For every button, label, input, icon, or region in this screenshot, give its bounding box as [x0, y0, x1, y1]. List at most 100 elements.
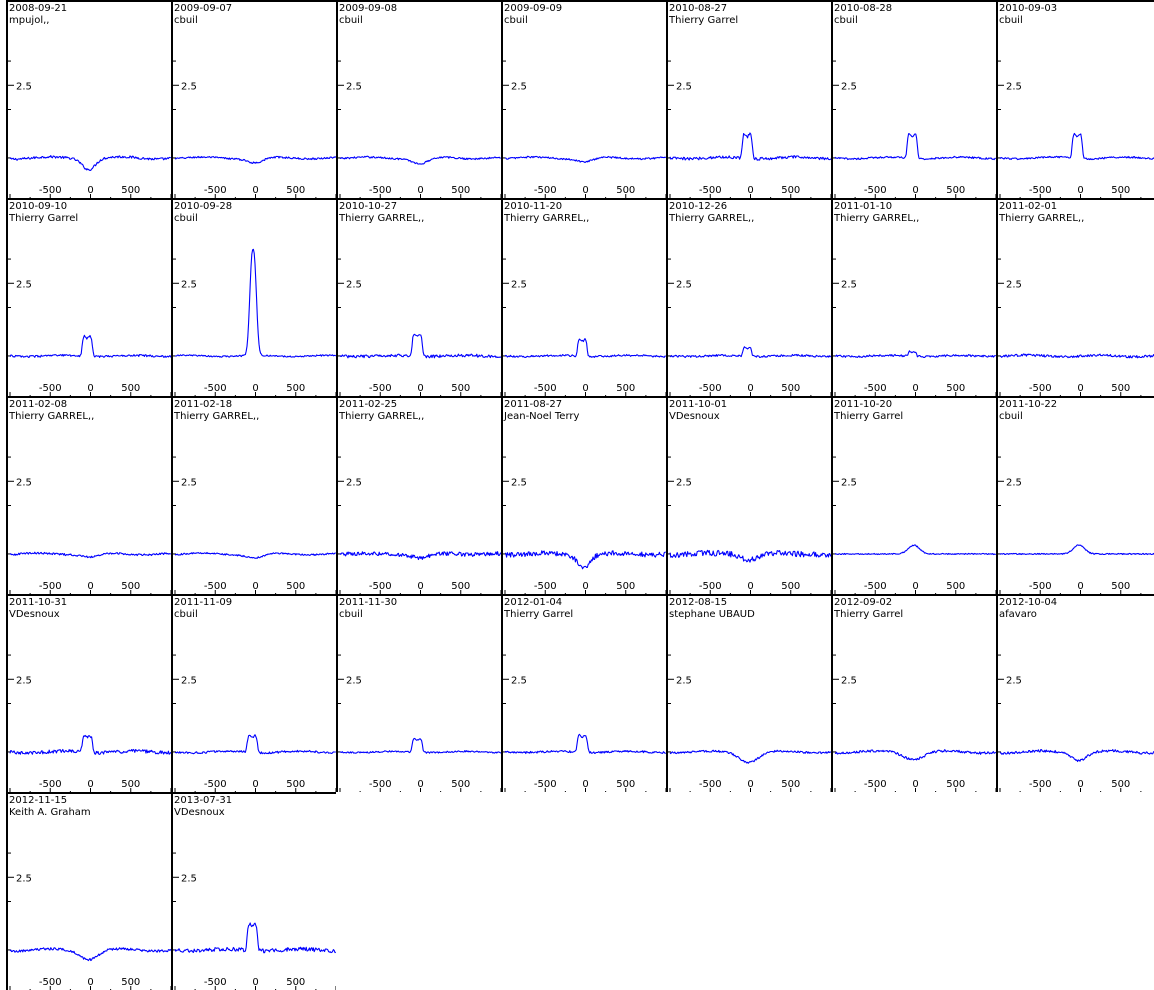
spectrum-panel: 2.5 -500 0 500 2010-09-28 cbuil: [171, 198, 336, 396]
y-tick-label: 2.5: [511, 477, 527, 488]
panel-observer: cbuil: [339, 609, 363, 620]
y-tick-label: 2.5: [181, 279, 197, 290]
x-tick-label: 500: [1111, 779, 1130, 790]
panel-date: 2009-09-09: [504, 3, 563, 14]
x-tick-label: 0: [912, 185, 918, 196]
spectrum-plot: 2.5 -500 0 500: [503, 258, 666, 396]
panel-observer: Thierry Garrel: [834, 411, 904, 422]
x-tick-label: 500: [616, 581, 635, 592]
x-tick-label: -500: [864, 185, 887, 196]
y-tick-label: 2.5: [346, 279, 362, 290]
panel-observer: cbuil: [339, 15, 363, 26]
spectrum-plot: 2.5 -500 0 500: [503, 60, 666, 198]
x-tick-label: 0: [87, 977, 93, 988]
spectrum-line: [174, 155, 336, 164]
panel-observer: Thierry Garrel: [669, 15, 739, 26]
spectrum-line: [834, 544, 996, 556]
panel-date: 2010-11-20: [504, 201, 563, 212]
y-tick-label: 2.5: [181, 873, 197, 884]
y-tick-label: 2.5: [1006, 279, 1022, 290]
spectrum-panel: 2.5 -500 0 500 2011-02-01 Thierry GARREL,,: [996, 198, 1154, 396]
panel-observer: VDesnoux: [9, 609, 60, 620]
x-tick-label: 0: [417, 185, 423, 196]
spectrum-plot: 2.5 -500 0 500: [503, 456, 666, 594]
spectrum-plot: 2.5 -500 0 500: [8, 852, 171, 990]
spectrum-line: [9, 551, 171, 559]
spectrum-plot: 2.5 -500 0 500: [8, 60, 171, 198]
panel-observer: Thierry Garrel: [504, 609, 574, 620]
spectrum-line: [834, 350, 996, 359]
spectrum-plot: 2.5 -500 0 500: [833, 654, 996, 792]
spectrum-plot: 2.5 -500 0 500: [173, 654, 336, 792]
panel-date: 2010-10-27: [339, 201, 398, 212]
spectrum-panel: 2.5 -500 0 500 2011-02-08 Thierry GARREL,,: [6, 396, 171, 594]
y-tick-label: 2.5: [511, 81, 527, 92]
y-tick-label: 2.5: [1006, 477, 1022, 488]
y-tick-label: 2.5: [346, 477, 362, 488]
y-tick-label: 2.5: [181, 81, 197, 92]
x-tick-label: 500: [946, 383, 965, 394]
spectrum-plot: 2.5 -500 0 500: [338, 456, 501, 594]
x-tick-label: 500: [946, 185, 965, 196]
spectrum-plot: 2.5 -500 0 500: [338, 654, 501, 792]
spectrum-line: [174, 922, 336, 954]
spectrum-panel: 2.5 -500 0 500 2011-10-31 VDesnoux: [6, 594, 171, 792]
spectrum-plot: 2.5 -500 0 500: [338, 60, 501, 198]
spectrum-plot: 2.5 -500 0 500: [173, 456, 336, 594]
spectrum-line: [999, 353, 1154, 359]
spectrum-panel: 2.5 -500 0 500 2009-09-08 cbuil: [336, 0, 501, 198]
spectrum-line: [669, 132, 831, 161]
spectrum-line: [669, 549, 831, 563]
panel-date: 2011-10-22: [999, 399, 1058, 410]
x-tick-label: -500: [204, 383, 227, 394]
panel-observer: Thierry GARREL,,: [174, 411, 260, 422]
spectrum-line: [339, 333, 501, 359]
spectrum-panel: 2.5 -500 0 500 2011-11-30 cbuil: [336, 594, 501, 792]
x-tick-label: 500: [286, 977, 305, 988]
spectrum-panel: 2.5 -500 0 500 2010-09-03 cbuil: [996, 0, 1154, 198]
spectrum-panel: 2.5 -500 0 500 2010-09-10 Thierry Garrel: [6, 198, 171, 396]
spectrum-panel: 2.5 -500 0 500 2013-07-31 VDesnoux: [171, 792, 336, 990]
x-tick-label: -500: [369, 383, 392, 394]
x-tick-label: -500: [204, 779, 227, 790]
spectrum-plot: 2.5 -500 0 500: [998, 456, 1154, 594]
spectrum-line: [505, 550, 666, 570]
x-tick-label: 0: [747, 779, 753, 790]
x-tick-label: 500: [1111, 581, 1130, 592]
x-tick-label: 500: [451, 185, 470, 196]
panel-date: 2011-08-27: [504, 399, 563, 410]
x-tick-label: 0: [417, 779, 423, 790]
spectrum-panel: 2.5 -500 0 500 2009-09-09 cbuil: [501, 0, 666, 198]
x-tick-label: 0: [417, 581, 423, 592]
x-tick-label: 500: [1111, 185, 1130, 196]
panel-date: 2010-12-26: [669, 201, 728, 212]
panel-observer: cbuil: [174, 213, 198, 224]
spectrum-panel: 2.5 -500 0 500 2012-01-04 Thierry Garrel: [501, 594, 666, 792]
spectrum-panel: 2.5 -500 0 500 2011-02-25 Thierry GARREL,,: [336, 396, 501, 594]
x-tick-label: -500: [204, 581, 227, 592]
spectrum-panel: 2.5 -500 0 500 2011-10-22 cbuil: [996, 396, 1154, 594]
spectrum-panel: 2.5 -500 0 500 2008-09-21 mpujol,,: [6, 0, 171, 198]
x-tick-label: -500: [369, 185, 392, 196]
y-tick-label: 2.5: [181, 477, 197, 488]
x-tick-label: 500: [946, 581, 965, 592]
y-tick-label: 2.5: [511, 279, 527, 290]
panel-observer: Thierry Garrel: [9, 213, 79, 224]
x-tick-label: 500: [286, 779, 305, 790]
panel-observer: Thierry GARREL,,: [339, 411, 425, 422]
panel-date: 2011-11-09: [174, 597, 233, 608]
x-tick-label: 500: [781, 581, 800, 592]
x-tick-label: -500: [39, 977, 62, 988]
spectrum-plot: 2.5 -500 0 500: [8, 258, 171, 396]
x-tick-label: 500: [121, 779, 140, 790]
x-tick-label: -500: [699, 185, 722, 196]
x-tick-label: -500: [369, 779, 392, 790]
panel-observer: cbuil: [174, 609, 198, 620]
spectrum-plot: 2.5 -500 0 500: [998, 654, 1154, 792]
x-tick-label: 0: [252, 977, 258, 988]
x-tick-label: 0: [912, 581, 918, 592]
spectrum-panel: 2.5 -500 0 500 2012-11-15 Keith A. Graham: [6, 792, 171, 990]
x-tick-label: -500: [39, 383, 62, 394]
panel-observer: Thierry GARREL,,: [834, 213, 920, 224]
spectrum-line: [339, 551, 501, 561]
